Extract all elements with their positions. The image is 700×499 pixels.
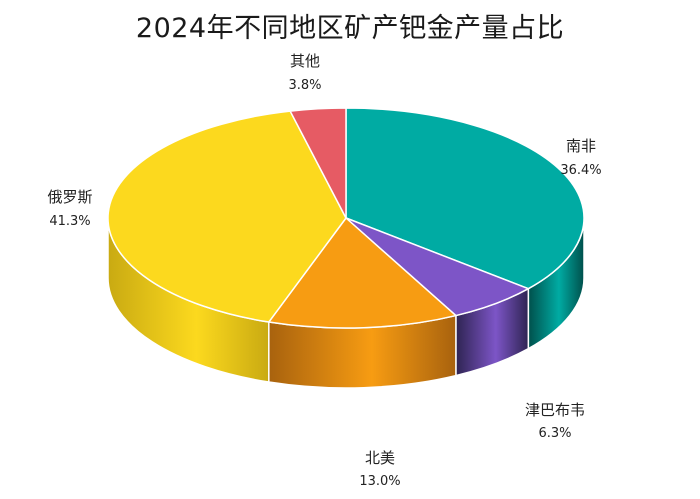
slice-name-label: 津巴布韦 <box>525 401 585 419</box>
pie-slice-3 <box>107 110 347 323</box>
chart-title: 2024年不同地区矿产钯金产量占比 <box>135 13 565 44</box>
slice-name-label: 南非 <box>566 137 596 155</box>
slice-name-label: 俄罗斯 <box>47 188 92 206</box>
pie-slice-4 <box>289 107 347 219</box>
slice-percent-label: 6.3% <box>538 426 571 441</box>
slice-percent-label: 3.8% <box>288 78 321 93</box>
slice-percent-label: 13.0% <box>359 474 400 489</box>
pie-slice-0 <box>345 107 585 290</box>
slice-percent-label: 36.4% <box>560 163 601 178</box>
slice-name-label: 北美 <box>365 449 395 467</box>
slice-percent-label: 41.3% <box>49 214 90 229</box>
slice-name-label: 其他 <box>290 52 320 70</box>
pie-slice-2 <box>268 217 457 329</box>
